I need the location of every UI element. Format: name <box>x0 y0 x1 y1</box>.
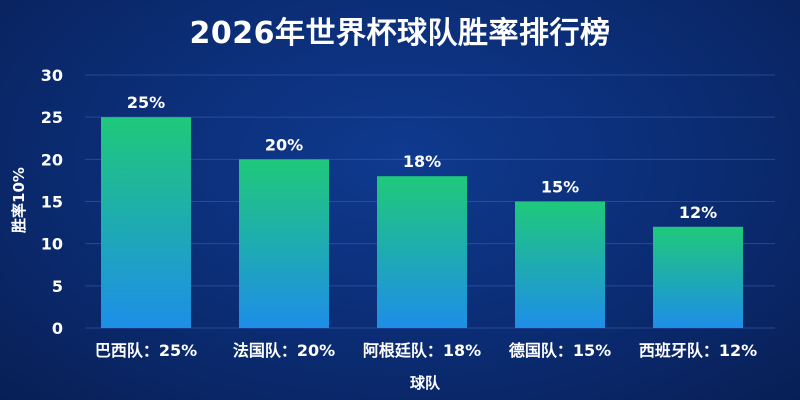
y-tick-label: 20 <box>41 150 63 169</box>
bar <box>101 117 191 329</box>
bar-value-label: 15% <box>541 178 579 197</box>
bar <box>239 159 329 328</box>
x-tick-label: 巴西队：25% <box>95 341 197 360</box>
bar-value-label: 12% <box>679 203 717 222</box>
bar-value-label: 18% <box>403 152 441 171</box>
chart-title: 2026年世界杯球队胜率排行榜 <box>189 16 611 51</box>
bar <box>653 226 743 328</box>
x-tick-label: 法国队：20% <box>233 341 335 360</box>
x-axis-title: 球队 <box>410 374 441 392</box>
y-axis-title: 胜率10% <box>10 167 28 233</box>
y-tick-label: 5 <box>52 277 63 296</box>
x-tick-label: 德国队：15% <box>509 341 611 360</box>
y-tick-label: 15 <box>41 193 63 212</box>
y-tick-label: 30 <box>41 66 63 85</box>
y-tick-label: 0 <box>52 319 63 338</box>
bar <box>515 201 605 328</box>
y-tick-label: 10 <box>41 235 63 254</box>
x-tick-label: 西班牙队：12% <box>639 341 757 360</box>
bar-value-label: 20% <box>265 135 303 154</box>
x-tick-label: 阿根廷队：18% <box>363 341 481 360</box>
x-axis-ticks: 巴西队：25% 法国队：20% 阿根廷队：18% 德国队：15% 西班牙队：12% <box>95 341 757 360</box>
bars <box>101 117 743 329</box>
y-axis-ticks: 0 5 10 15 20 25 30 <box>41 66 63 338</box>
bar <box>377 176 467 328</box>
bar-value-label: 25% <box>127 93 165 112</box>
y-tick-label: 25 <box>41 108 63 127</box>
data-labels: 25% 20% 18% 15% 12% <box>127 93 717 222</box>
